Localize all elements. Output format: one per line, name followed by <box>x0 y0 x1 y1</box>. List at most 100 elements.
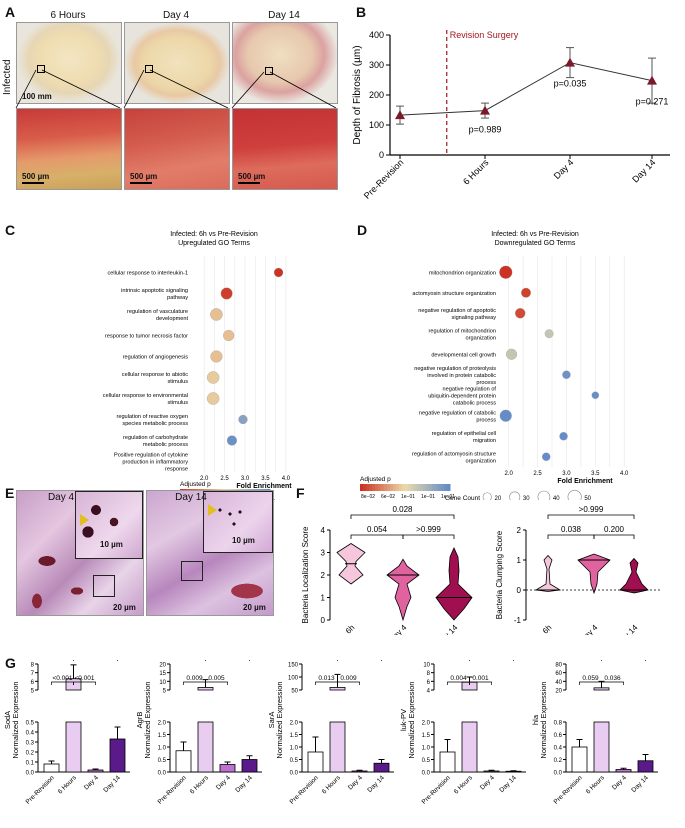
color-bar-segment <box>414 484 418 491</box>
y-tick-label: 0.3 <box>26 741 35 747</box>
x-tick-label: Day 14 <box>435 623 460 635</box>
significance-bracket <box>337 660 382 661</box>
p-value-label: p=0.989 <box>469 125 502 135</box>
bar <box>329 686 346 691</box>
zoom-inset: 10 µm <box>203 491 273 553</box>
micrograph-highmag-6h <box>16 108 122 190</box>
panel-label-g: G <box>5 655 16 671</box>
bar <box>505 770 522 773</box>
y-tick-label: 100 <box>288 676 299 682</box>
go-term-label: Positive regulation of cytokine productio… <box>114 453 188 473</box>
legend-size-dot <box>537 490 551 500</box>
significance-bracket <box>469 681 492 685</box>
p-value-label: 0.004 <box>450 675 467 682</box>
x-tick-label: Day 4 <box>215 774 232 791</box>
inset-box <box>37 65 45 73</box>
chart-c: Infected: 6h vs Pre-Revision Upregulated … <box>70 231 292 500</box>
go-term-label: regulation of epithelial cell migration <box>432 431 496 444</box>
go-term-dot <box>499 265 513 279</box>
y-tick-label: 0.1 <box>26 761 35 767</box>
bar <box>483 770 500 773</box>
violin <box>619 557 649 594</box>
color-bar-segment <box>429 484 433 491</box>
go-term-label: negative regulation of catabolic process <box>419 410 496 423</box>
y-tick-label: 0.8 <box>554 721 563 727</box>
gene-label: SodA <box>3 711 12 729</box>
panel-label-d: D <box>357 222 368 238</box>
go-term-label: regulation of reactive oxygen species met… <box>116 414 188 427</box>
go-term-dot <box>542 452 551 461</box>
bar <box>593 687 610 691</box>
go-term-dot <box>506 348 518 360</box>
violin <box>534 554 562 592</box>
go-term-label: intrinsic apoptotic signaling pathway <box>121 288 188 301</box>
go-term-label: cellular response to abiotic stimulus <box>122 372 188 385</box>
x-tick-label: 4.0 <box>620 471 629 477</box>
p-value-label: 0.200 <box>604 525 625 534</box>
y-tick-label: 300 <box>369 60 384 70</box>
y-tick-label: 0 <box>321 616 326 625</box>
y-tick-label: 0 <box>379 150 384 160</box>
color-bar-segment <box>447 484 451 491</box>
legend-size-label: 20 <box>494 496 501 500</box>
micrograph-day4-gram: 10 µm 20 µm <box>16 490 144 616</box>
x-tick-label: Day 4 <box>83 774 100 791</box>
bar <box>219 764 236 773</box>
zoom-lines <box>15 69 337 109</box>
go-term-label: regulation of mitochondrion organization <box>429 328 496 341</box>
y-tick-label: 10 <box>159 680 166 686</box>
color-bar-segment <box>402 484 406 491</box>
bar <box>439 751 456 773</box>
y-tick-label: 400 <box>369 30 384 40</box>
panel-label-a: A <box>5 4 16 20</box>
p-value-label: 0.013 <box>318 675 335 682</box>
significance-bracket <box>183 681 206 685</box>
chart-title: Infected: 6h vs Pre-Revision <box>170 231 258 238</box>
p-value-label: 0.038 <box>561 525 582 534</box>
violin <box>577 553 611 595</box>
x-axis-label: Fold Enrichment <box>236 483 292 490</box>
y-tick-label: 0.5 <box>158 758 167 764</box>
go-term-label: negative regulation of apoptotic signalin… <box>418 308 496 321</box>
scale-bar <box>238 182 260 184</box>
color-bar-segment <box>369 484 373 491</box>
go-term-dot <box>223 329 235 342</box>
p-value-label: 0.054 <box>367 525 388 534</box>
p-value-label: 0.001 <box>472 675 489 682</box>
scale-label-bottom: 500 µm <box>238 172 266 181</box>
timepoint-label-day14: Day 14 <box>268 10 300 21</box>
y-tick-label: 10 <box>423 663 430 669</box>
y-tick-label: 0.4 <box>26 731 35 737</box>
chart-f: 0 1 2 3 4 Bacteria Localization Score 6h Day 4 D… <box>301 505 660 635</box>
x-tick-label: 2.0 <box>504 471 513 477</box>
x-tick-label: 2.5 <box>220 476 229 482</box>
x-tick-label: 2.0 <box>200 476 209 482</box>
y-tick-label: 6 <box>427 680 431 686</box>
go-term-label: regulation of carbohydrate metabolic proc… <box>123 435 188 448</box>
bar <box>593 721 610 773</box>
legend-color-tick: 8e−02 <box>361 494 375 500</box>
x-tick-label: Day 4 <box>578 623 600 635</box>
x-tick-label: Day 4 <box>387 623 409 635</box>
y-tick-label: 6 <box>31 680 35 686</box>
y-tick-label: 0.0 <box>422 771 431 777</box>
y-axis-label: Depth of Fibrosis (µm) <box>352 45 363 144</box>
color-bar-segment <box>360 484 364 491</box>
x-tick-label: Pre-Revision <box>362 157 406 200</box>
bar <box>307 751 324 773</box>
color-bar-segment <box>393 484 397 491</box>
y-tick-label: 20 <box>555 689 562 695</box>
y-tick-label: 3 <box>321 549 326 558</box>
timepoint-label-day4: Day 4 <box>162 10 190 21</box>
color-bar-segment <box>408 484 412 491</box>
go-term-dot <box>521 287 531 298</box>
x-tick-label: Day 14 <box>630 774 650 794</box>
bar <box>615 769 632 773</box>
color-bar-segment <box>399 484 403 491</box>
y-tick-label: 2.0 <box>158 721 167 727</box>
x-tick-label: 3.0 <box>241 476 250 482</box>
p-value-label: 0.009 <box>186 675 203 682</box>
p-value-label: <0.001 <box>74 675 94 682</box>
legend-size-dot <box>509 491 521 500</box>
y-tick-label: 2 <box>517 526 522 535</box>
